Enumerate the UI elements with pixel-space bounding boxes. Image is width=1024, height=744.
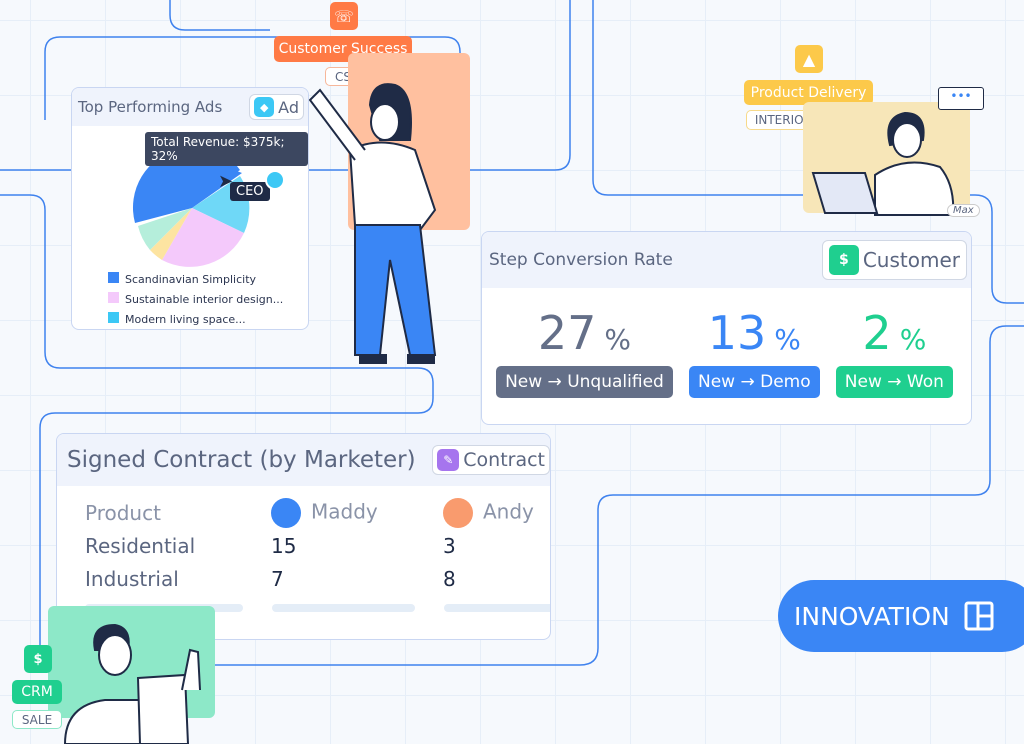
table-row: Industrial 7 8 bbox=[85, 566, 456, 591]
andy-avatar bbox=[443, 497, 473, 528]
crm-label: CRM bbox=[12, 680, 62, 704]
ceo-cursor-label: CEO bbox=[230, 182, 270, 201]
sale-badge: SALE bbox=[12, 710, 62, 729]
ceo-avatar bbox=[265, 170, 285, 190]
man-laptop-illustration bbox=[811, 111, 955, 216]
max-name-tag: Max bbox=[947, 204, 980, 217]
card-title: Step Conversion Rate bbox=[489, 250, 673, 270]
man-document-illustration bbox=[63, 623, 201, 744]
stat-unqualified: 27% New → Unqualified bbox=[496, 306, 673, 398]
innovation-pill[interactable]: INNOVATION bbox=[778, 580, 1024, 652]
stat-won: 2% New → Won bbox=[835, 306, 953, 398]
product-delivery-label: Product Delivery bbox=[744, 80, 873, 105]
step-conversion-card: Step Conversion Rate $ Customer 27% New → … bbox=[481, 231, 972, 425]
pie-chart bbox=[132, 148, 250, 267]
headset-icon: ☏ bbox=[330, 2, 358, 30]
customer-basket-icon: $ bbox=[828, 245, 859, 275]
card-title: Top Performing Ads bbox=[78, 98, 223, 116]
table-row: Residential 15 3 bbox=[85, 533, 456, 558]
woman-illustration bbox=[308, 83, 437, 364]
cursor-icon: ➤ bbox=[218, 171, 234, 192]
layout-icon bbox=[964, 601, 994, 631]
placeholder-bar bbox=[444, 604, 550, 612]
ad-icon: ◆ bbox=[254, 97, 275, 117]
legend-item: Modern living space... bbox=[108, 310, 283, 329]
tooltip: Total Revenue: $375k; 32% bbox=[145, 132, 308, 166]
top-performing-ads-card: Top Performing Ads ◆ Ad Total Revenue: $3… bbox=[71, 87, 309, 330]
signed-contract-card: Signed Contract (by Marketer) ✎ Contract … bbox=[56, 433, 551, 640]
placeholder-bar bbox=[272, 604, 415, 612]
legend-item: Sustainable interior design... bbox=[108, 290, 283, 310]
stat-demo: 13% New → Demo bbox=[688, 306, 820, 398]
customer-tag[interactable]: $ Customer bbox=[821, 240, 967, 280]
pie-legend: Scandinavian Simplicity Sustainable inte… bbox=[108, 270, 283, 329]
innovation-label: INNOVATION bbox=[794, 601, 950, 631]
shapes-icon: ▲ bbox=[795, 45, 823, 73]
maddy-avatar bbox=[271, 497, 301, 528]
ad-tag[interactable]: ◆ Ad bbox=[249, 94, 304, 120]
contract-table: Product Maddy Andy Residential 15 3 Industri… bbox=[85, 496, 534, 595]
contract-tag[interactable]: ✎ Contract bbox=[432, 445, 550, 475]
chat-bubble-icon: ••• bbox=[938, 87, 984, 110]
contract-icon: ✎ bbox=[437, 449, 460, 471]
customer-basket-icon: $ bbox=[24, 645, 52, 673]
card-title: Signed Contract (by Marketer) bbox=[67, 447, 416, 473]
legend-item: Scandinavian Simplicity bbox=[108, 270, 283, 290]
table-header: Product Maddy Andy bbox=[85, 496, 534, 529]
